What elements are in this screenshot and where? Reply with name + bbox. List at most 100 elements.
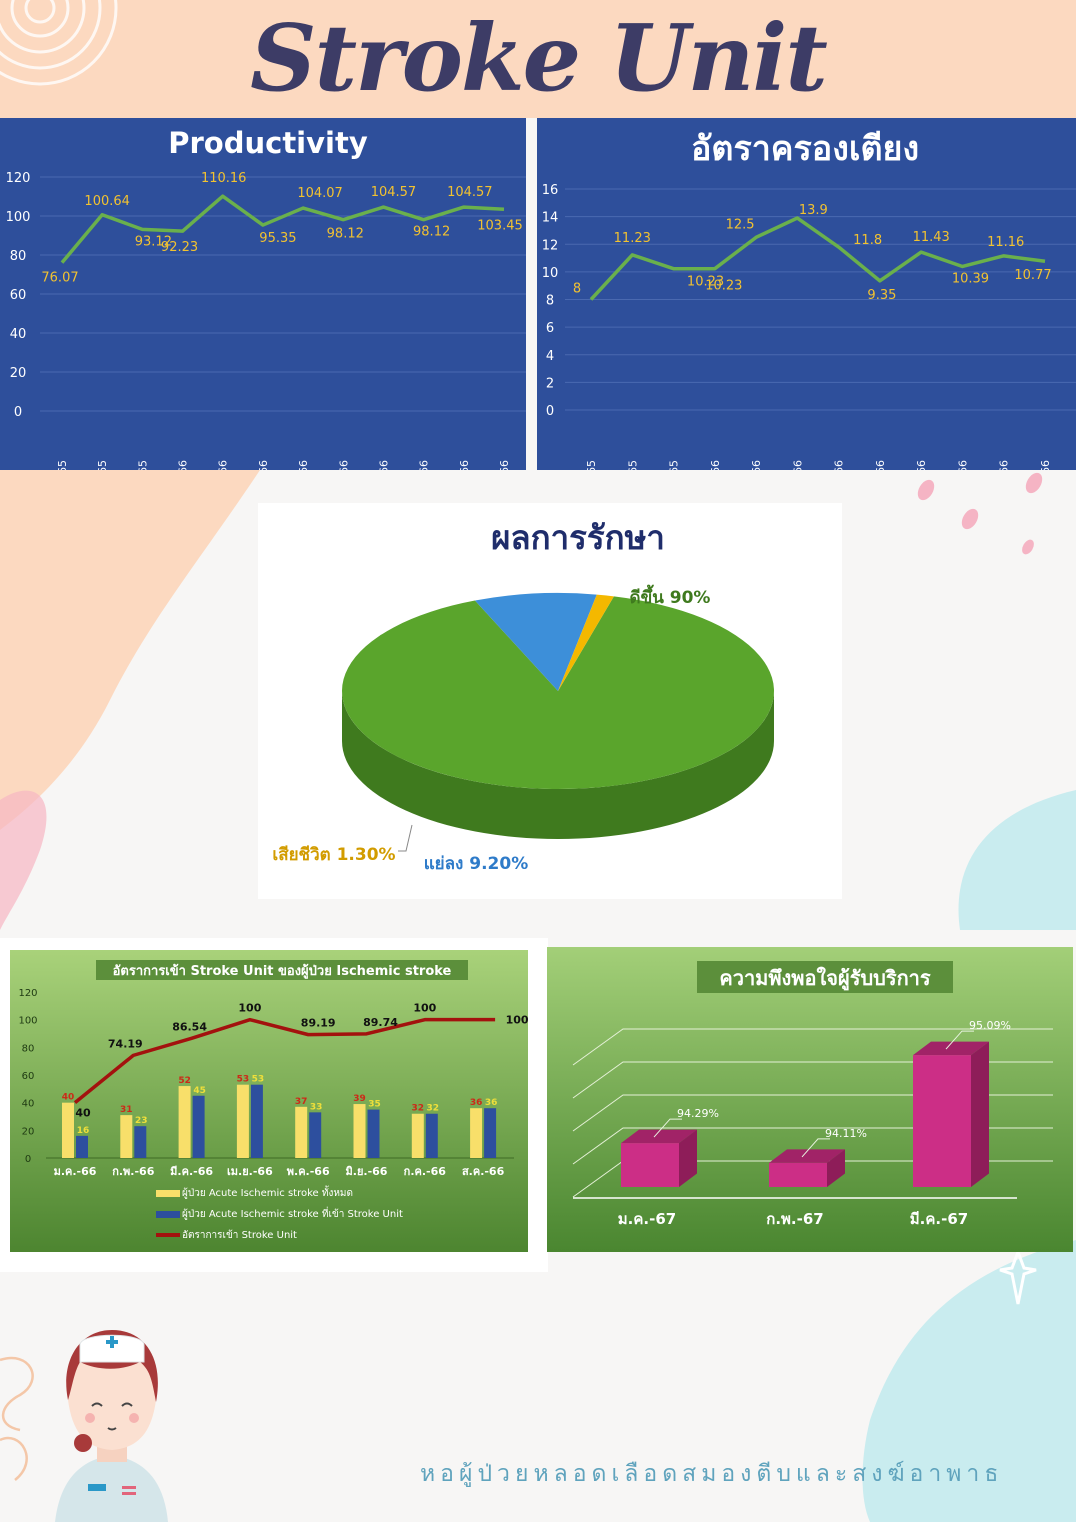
x-tick-label: มิ.ย.-66 bbox=[346, 1165, 388, 1178]
data-label: 92.23 bbox=[161, 240, 198, 255]
x-tick-label: ก.พ.-66 bbox=[217, 460, 230, 470]
y-tick-label: 12 bbox=[542, 238, 559, 253]
satisfaction-bar bbox=[769, 1162, 827, 1187]
bar-label-total: 36 bbox=[470, 1098, 483, 1108]
rate-line bbox=[73, 1017, 496, 1105]
x-tick-label: พ.ค.-66 bbox=[874, 460, 887, 470]
x-tick-label: ก.พ.-66 bbox=[750, 460, 763, 470]
legend-swatch bbox=[156, 1211, 180, 1218]
label-leader bbox=[801, 1138, 830, 1158]
x-tick-label: มิ.ย.-66 bbox=[377, 460, 390, 470]
bar-admitted bbox=[192, 1095, 205, 1158]
bar-label-admitted: 23 bbox=[135, 1116, 148, 1126]
data-label: 76.07 bbox=[41, 271, 78, 286]
y-tick-label: 100 bbox=[18, 1016, 37, 1027]
productivity-chart: Productivity 0 20 40 60 80 100 120 ต.ค.-65 พ.ย.-… bbox=[0, 118, 526, 470]
x-tick-label: มี.ค.-66 bbox=[170, 1165, 213, 1178]
bar-side bbox=[971, 1041, 989, 1187]
x-tick-label: ก.ค.-66 bbox=[956, 460, 969, 470]
data-label: 98.12 bbox=[327, 227, 364, 242]
y-tick-label: 120 bbox=[6, 171, 31, 186]
admission-rate-chart: อัตราการเข้า Stroke Unit ของผู้ป่วย Isch… bbox=[0, 938, 548, 1272]
y-tick-label: 4 bbox=[546, 349, 554, 364]
x-tick-label: มี.ค.-67 bbox=[910, 1210, 968, 1228]
bar-admitted bbox=[425, 1113, 438, 1158]
y-tick-label: 8 bbox=[546, 294, 554, 309]
x-tick-label: พ.ค.-66 bbox=[287, 1165, 330, 1178]
bar-side bbox=[679, 1129, 697, 1187]
x-tick-label: ก.ค.-66 bbox=[404, 1165, 447, 1178]
y-tick-label: 0 bbox=[14, 405, 22, 420]
data-label: 95.35 bbox=[259, 231, 296, 246]
gridline bbox=[572, 1061, 1053, 1099]
pie-leader-line bbox=[398, 824, 413, 852]
y-tick-label: 20 bbox=[10, 366, 27, 381]
data-label: 13.9 bbox=[799, 203, 828, 218]
x-tick-label: ม.ค.-66 bbox=[54, 1165, 97, 1178]
pie-label-worse: แย่ลง 9.20% bbox=[424, 854, 529, 874]
series-line bbox=[589, 216, 1046, 301]
data-label: 11.8 bbox=[853, 233, 882, 248]
rate-label: 40 bbox=[75, 1107, 91, 1120]
admission-title: อัตราการเข้า Stroke Unit ของผู้ป่วย Isch… bbox=[113, 963, 452, 979]
bar-label-admitted: 32 bbox=[427, 1104, 440, 1114]
bar-admitted bbox=[250, 1084, 263, 1158]
data-label: 104.57 bbox=[371, 185, 417, 200]
bar-label-total: 39 bbox=[353, 1094, 366, 1104]
productivity-panel: Productivity 0 20 40 60 80 100 120 ต.ค.-65 พ.ย.-… bbox=[0, 118, 526, 470]
x-tick-label: ม.ค.-67 bbox=[618, 1210, 676, 1228]
bed-occupancy-panel: อัตราครองเตียง 0 2 4 6 8 10 12 14 16 ต.ค.-65 พ.ย.-… bbox=[537, 118, 1076, 470]
x-tick-label: มี.ค.-66 bbox=[257, 460, 270, 470]
bed-occupancy-chart: อัตราครองเตียง 0 2 4 6 8 10 12 14 16 ต.ค.-65 พ.ย.-… bbox=[537, 118, 1076, 470]
y-tick-label: 60 bbox=[22, 1071, 35, 1082]
gridline bbox=[572, 1094, 1053, 1132]
rate-label: 100 bbox=[413, 1002, 436, 1015]
x-tick-label: เม.ย.-66 bbox=[297, 460, 310, 470]
bar-admitted bbox=[367, 1109, 380, 1158]
x-tick-label: ก.พ.-66 bbox=[112, 1165, 154, 1178]
y-tick-label: 0 bbox=[546, 404, 554, 419]
x-tick-label: พ.ค.-66 bbox=[337, 460, 350, 470]
x-tick-label: พ.ย.-65 bbox=[96, 460, 109, 470]
y-tick-label: 40 bbox=[10, 327, 27, 342]
x-tick-label: ต.ค.-65 bbox=[56, 460, 69, 470]
satisfaction-bar bbox=[621, 1143, 679, 1187]
x-tick-label: มี.ค.-66 bbox=[791, 460, 804, 470]
bar-admitted bbox=[484, 1108, 497, 1158]
bar-top bbox=[769, 1149, 845, 1163]
bar-admitted bbox=[134, 1126, 147, 1158]
data-label: 104.07 bbox=[297, 186, 343, 201]
x-tick-label: ม.ค.-66 bbox=[709, 460, 722, 470]
data-label: 103.45 bbox=[477, 218, 523, 233]
x-tick-label: ก.ย.-66 bbox=[1039, 460, 1052, 470]
data-label: 11.23 bbox=[614, 231, 651, 246]
admission-rate-panel: อัตราการเข้า Stroke Unit ของผู้ป่วย Isch… bbox=[0, 938, 548, 1272]
productivity-title: Productivity bbox=[168, 126, 368, 160]
data-label: 10.23 bbox=[687, 275, 724, 290]
x-tick-label: ธ.ค.-65 bbox=[668, 460, 681, 470]
bar-label: 94.11% bbox=[825, 1127, 867, 1140]
legend-label: อัตราการเข้า Stroke Unit bbox=[182, 1229, 297, 1241]
pie-slice-เสียชีวิต bbox=[558, 594, 614, 691]
pie-slice-แย่ลง bbox=[474, 593, 597, 691]
y-tick-label: 100 bbox=[6, 210, 31, 225]
footer-ward-name: หอผู้ป่วยหลอดเลือดสมองตีบและสงฆ์อาพาธ bbox=[420, 1461, 1004, 1487]
x-tick-label: พ.ย.-65 bbox=[626, 460, 639, 470]
data-label: 10.39 bbox=[952, 271, 989, 286]
legend-label: ผู้ป่วย Acute Ischemic stroke ที่เข้า St… bbox=[182, 1206, 403, 1220]
admission-background bbox=[10, 950, 528, 1252]
data-label: 12.5 bbox=[726, 217, 755, 232]
y-tick-label: 0 bbox=[25, 1154, 31, 1165]
y-tick-label: 14 bbox=[542, 211, 559, 226]
pie-label-improved: ดีขึ้น 90% bbox=[630, 584, 711, 608]
data-label: 93.12 bbox=[135, 234, 172, 249]
rate-label: 74.19 bbox=[108, 1037, 143, 1050]
bar-total bbox=[295, 1106, 308, 1158]
bar-total bbox=[353, 1104, 366, 1158]
bar-admitted bbox=[76, 1135, 88, 1158]
data-label: 9.35 bbox=[867, 288, 896, 303]
pie-slice-side bbox=[342, 691, 774, 839]
y-tick-label: 16 bbox=[542, 183, 559, 198]
bar-label-total: 40 bbox=[62, 1093, 75, 1103]
